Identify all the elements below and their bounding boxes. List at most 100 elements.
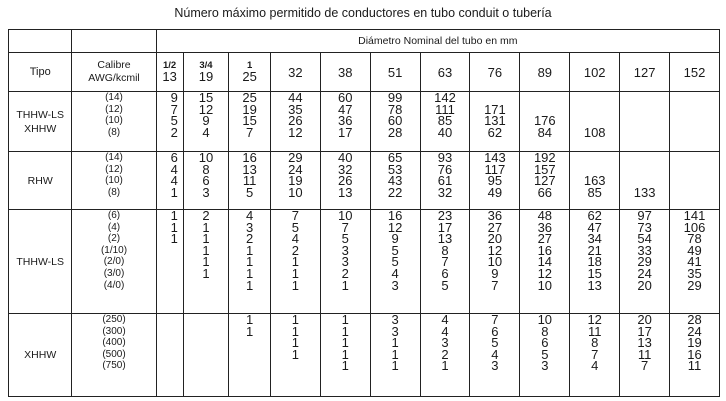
count-value: 17 <box>637 323 652 339</box>
calibre-value: (8) <box>107 126 121 138</box>
calibre-list: (14) (12) (10) (8) <box>72 92 155 138</box>
count-value: 8 <box>591 335 599 351</box>
count-value: 1 <box>202 231 210 247</box>
count-value <box>620 164 669 176</box>
count-value: 62 <box>587 208 602 223</box>
count-cell: 48 36 27 16 14 12 10 <box>519 209 571 314</box>
count-value: 43 <box>387 173 403 189</box>
count-list: 108 <box>570 92 619 139</box>
count-value <box>157 314 183 326</box>
count-value: 27 <box>487 219 503 235</box>
calibre-header-line1: Calibre <box>97 59 131 71</box>
calibre-value: (8) <box>107 186 121 198</box>
count-value: 1 <box>291 254 299 270</box>
count-value: 1 <box>170 231 178 247</box>
count-value: 141 <box>683 208 706 223</box>
count-value: 1 <box>291 265 299 281</box>
count-value: 11 <box>587 323 602 339</box>
table-row: THHW-LS XHHW (14) (12) (10) (8) 9 7 5 2 15 12 9 4 25 19… <box>7 90 720 152</box>
count-value: 1 <box>341 312 349 327</box>
calibre-value: (2/0) <box>103 256 125 268</box>
count-value <box>157 337 183 349</box>
count-value: 49 <box>687 242 702 258</box>
count-cell: 108 <box>569 91 621 152</box>
size-mm: 102 <box>583 64 606 80</box>
count-list: 12 11 8 7 4 <box>570 312 619 374</box>
count-value: 76 <box>437 161 453 177</box>
count-value: 66 <box>537 184 553 200</box>
count-cell: 23 17 13 8 7 6 5 <box>419 209 471 314</box>
count-value: 15 <box>242 113 257 129</box>
calibre-value: (12) <box>105 103 123 115</box>
count-value: 73 <box>637 219 652 235</box>
count-value: 176 <box>533 113 556 129</box>
count-cell: 28 24 19 16 11 <box>669 313 720 397</box>
count-value <box>184 314 229 326</box>
calibre-cell: (14) (12) (10) (8) <box>71 91 157 152</box>
size-header-25: 1 25 <box>228 52 271 92</box>
count-value: 133 <box>633 184 656 200</box>
count-value: 84 <box>537 124 553 140</box>
count-cell: 62 47 34 21 18 15 13 <box>569 208 621 314</box>
count-value: 142 <box>434 90 456 105</box>
count-cell: 97 73 54 33 29 24 20 <box>619 209 671 314</box>
count-value: 4 <box>170 161 178 177</box>
count-value: 1 <box>291 335 299 351</box>
count-cell <box>182 313 230 397</box>
size-header-76: 76 <box>469 52 521 92</box>
count-value: 26 <box>288 113 303 129</box>
count-value <box>157 268 183 280</box>
count-value: 1 <box>391 335 399 351</box>
count-value: 16 <box>387 208 403 223</box>
calibre-cell: (6) (4) (2) (1/10) (2/0) (3/0) (4/0) <box>71 209 157 314</box>
count-value <box>271 360 320 372</box>
count-value: 4 <box>591 358 599 374</box>
count-cell: 176 84 <box>519 91 571 152</box>
count-value: 1 <box>170 208 178 223</box>
count-value: 26 <box>338 173 353 189</box>
count-value: 3 <box>391 323 399 339</box>
count-value: 1 <box>246 277 254 293</box>
count-value: 12 <box>198 101 214 117</box>
count-value: 24 <box>288 161 303 177</box>
count-value <box>670 152 719 164</box>
count-value: 192 <box>533 150 556 165</box>
count-value: 10 <box>487 254 503 270</box>
count-value: 7 <box>441 254 449 270</box>
calibre-value: (2) <box>107 233 121 245</box>
count-value: 7 <box>640 358 649 374</box>
count-value: 1 <box>291 312 299 327</box>
count-list: 29 24 19 10 <box>271 151 320 198</box>
count-value: 2 <box>341 265 349 281</box>
count-value: 1 <box>246 265 254 281</box>
tipo-cell: THHW-LS <box>7 209 73 314</box>
table-row: RHW (14) (12) (10) (8) 6 4 4 1 10 8 6 3 16 13 11 5 29 24 19… <box>7 150 720 210</box>
count-cell: 44 35 26 12 <box>269 91 321 152</box>
count-value: 7 <box>291 208 299 223</box>
count-value: 32 <box>437 184 453 200</box>
count-value: 16 <box>242 150 257 165</box>
count-cell: 29 24 19 10 <box>269 151 321 210</box>
count-value: 3 <box>391 312 399 327</box>
count-cell <box>619 91 671 152</box>
count-value: 1 <box>291 346 299 362</box>
count-value: 12 <box>587 312 602 327</box>
count-value: 5 <box>341 231 349 247</box>
count-value: 14 <box>537 254 553 270</box>
count-value <box>670 127 719 139</box>
count-value: 1 <box>202 265 210 281</box>
count-value: 1 <box>202 219 210 235</box>
calibre-value: (400) <box>102 337 126 349</box>
count-value <box>184 280 229 292</box>
count-cell: 171 131 62 <box>469 91 521 152</box>
count-list: 93 76 61 32 <box>421 151 470 200</box>
count-value: 20 <box>637 312 652 327</box>
